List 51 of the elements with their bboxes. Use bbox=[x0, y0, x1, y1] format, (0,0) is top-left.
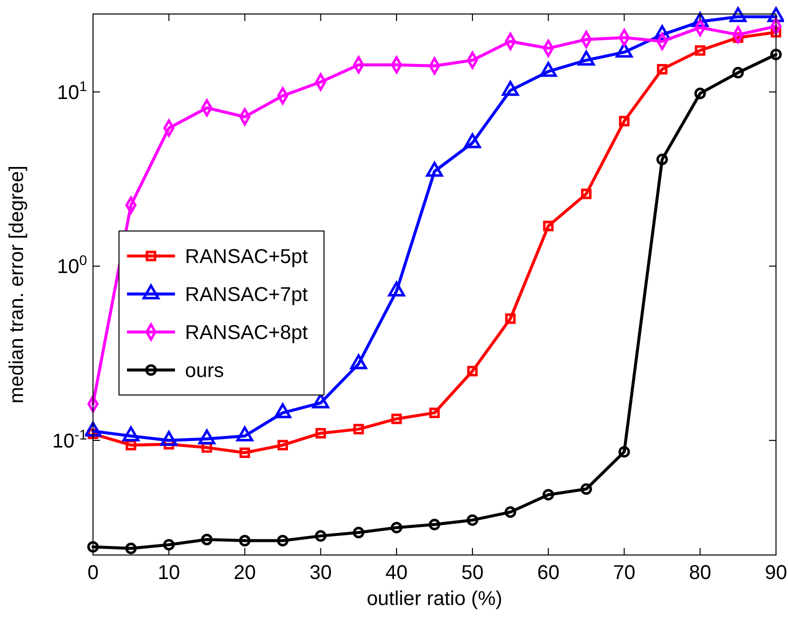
point bbox=[656, 64, 668, 74]
point bbox=[240, 447, 250, 458]
x-tick-label: 20 bbox=[234, 562, 256, 584]
point bbox=[428, 518, 440, 530]
y-tick-label: 10$^{0}$ bbox=[56, 252, 88, 278]
point bbox=[353, 424, 364, 434]
point bbox=[239, 534, 251, 546]
y-tick-label: 10$^{1}$ bbox=[56, 78, 88, 104]
legend-label: ours bbox=[185, 360, 224, 382]
x-tick-label: 50 bbox=[461, 562, 484, 584]
point bbox=[277, 440, 288, 450]
point bbox=[505, 313, 516, 324]
point bbox=[543, 220, 554, 232]
point bbox=[315, 428, 326, 438]
x-tick-label: 90 bbox=[764, 562, 788, 584]
point bbox=[276, 534, 288, 546]
point bbox=[390, 522, 402, 534]
point bbox=[87, 541, 99, 553]
point bbox=[732, 66, 744, 78]
point bbox=[163, 538, 175, 550]
x-tick-label: 80 bbox=[688, 562, 712, 584]
point bbox=[542, 488, 554, 500]
x-tick-label: 0 bbox=[87, 562, 99, 584]
legend-label: RANSAC+8pt bbox=[185, 322, 308, 344]
point bbox=[314, 530, 326, 542]
point bbox=[352, 526, 364, 538]
point bbox=[618, 446, 630, 458]
point bbox=[694, 45, 706, 56]
x-tick-label: 10 bbox=[158, 562, 180, 584]
point bbox=[694, 88, 706, 100]
point bbox=[429, 408, 440, 418]
legend-label: RANSAC+7pt bbox=[185, 284, 308, 306]
point bbox=[770, 48, 782, 60]
point bbox=[125, 542, 137, 554]
y-axis-title: median tran. error [degree] bbox=[6, 166, 28, 404]
point bbox=[201, 534, 213, 546]
x-tick-label: 60 bbox=[537, 562, 560, 584]
point bbox=[391, 414, 402, 424]
point bbox=[656, 154, 668, 166]
point bbox=[467, 366, 478, 376]
y-tick-label: 10$^{-1}$ bbox=[52, 426, 88, 452]
x-tick-label: 30 bbox=[310, 562, 332, 584]
point bbox=[504, 506, 516, 518]
x-tick-label: 40 bbox=[385, 562, 408, 584]
point bbox=[581, 188, 592, 200]
point bbox=[618, 116, 630, 126]
x-tick-label: 70 bbox=[613, 562, 636, 584]
point bbox=[580, 483, 592, 495]
x-axis-title: outlier ratio (%) bbox=[366, 588, 502, 610]
legend-label: RANSAC+5pt bbox=[185, 246, 308, 268]
point bbox=[466, 514, 478, 526]
